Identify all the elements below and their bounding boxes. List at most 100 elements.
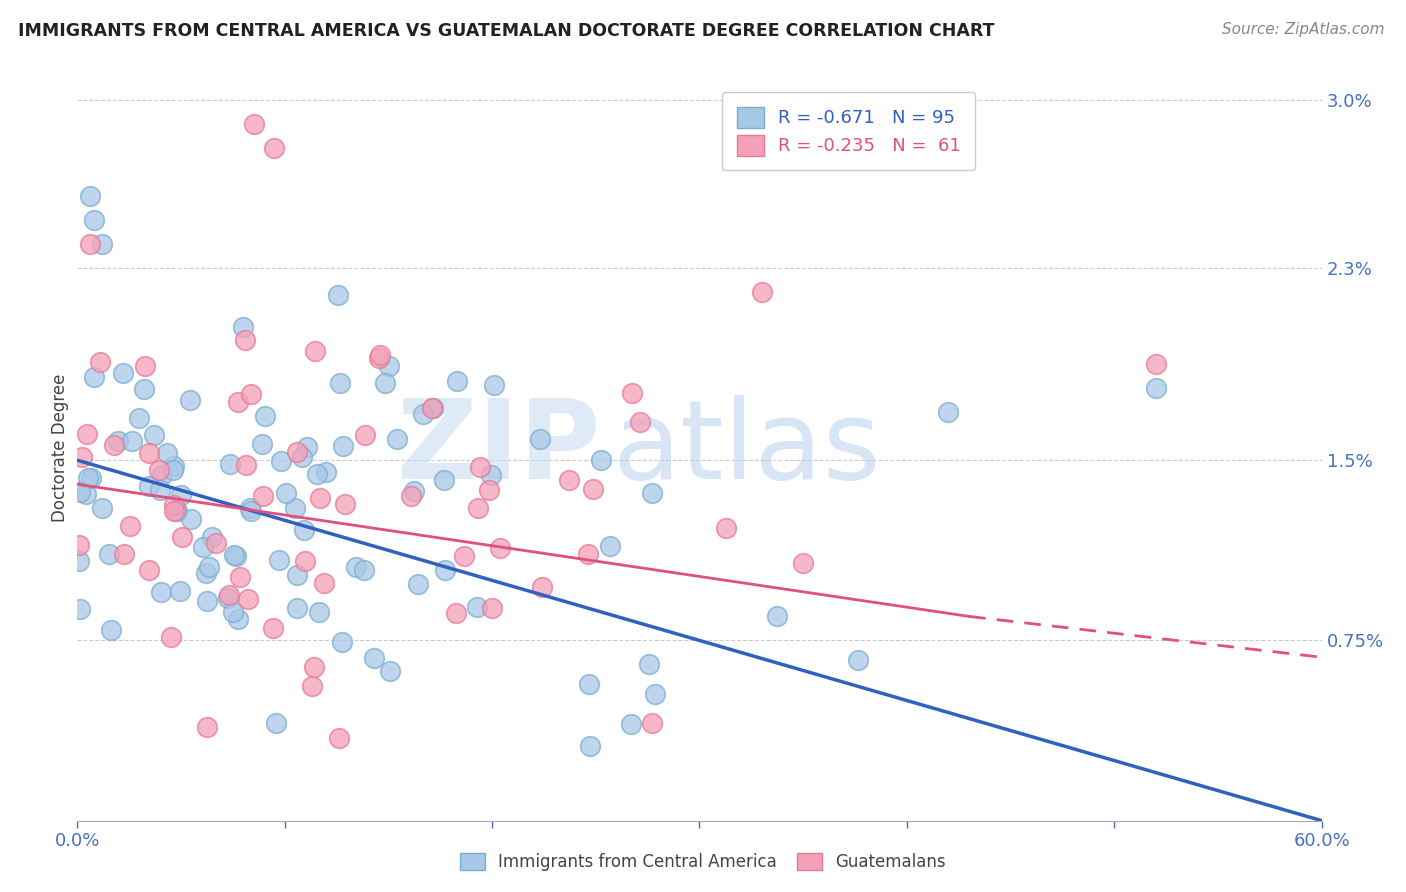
Point: [138, 564, 160, 578]
Point: [233, 333, 256, 347]
Text: IMMIGRANTS FROM CENTRAL AMERICA VS GUATEMALAN DOCTORATE DEGREE CORRELATION CHART: IMMIGRANTS FROM CENTRAL AMERICA VS GUATE…: [18, 22, 995, 40]
Point: [309, 491, 332, 505]
Point: [284, 500, 307, 515]
Point: [79, 237, 101, 252]
Point: [641, 485, 664, 500]
Point: [315, 465, 337, 479]
Point: [195, 566, 218, 581]
Point: [422, 401, 444, 416]
Point: [70, 450, 93, 464]
Point: [291, 450, 314, 465]
Point: [163, 499, 186, 513]
Point: [1144, 357, 1167, 371]
Point: [412, 408, 434, 422]
Point: [83, 370, 105, 384]
Point: [468, 460, 491, 475]
Point: [637, 657, 659, 671]
Point: [363, 651, 385, 665]
Point: [751, 285, 773, 299]
Point: [266, 715, 288, 730]
Point: [481, 601, 503, 615]
Point: [530, 580, 553, 594]
Point: [385, 432, 408, 446]
Point: [75, 487, 97, 501]
Point: [180, 512, 202, 526]
Point: [846, 653, 869, 667]
Point: [332, 439, 354, 453]
Text: ZIP: ZIP: [396, 395, 600, 501]
Point: [242, 117, 264, 131]
Point: [305, 467, 328, 481]
Point: [578, 739, 600, 753]
Point: [128, 410, 150, 425]
Point: [368, 348, 391, 362]
Point: [76, 471, 98, 485]
Point: [399, 489, 422, 503]
Point: [218, 588, 240, 602]
Point: [191, 541, 214, 555]
Point: [294, 554, 316, 568]
Point: [226, 612, 249, 626]
Point: [67, 538, 90, 552]
Point: [226, 395, 249, 409]
Point: [163, 459, 186, 474]
Point: [378, 665, 401, 679]
Point: [581, 482, 603, 496]
Point: [83, 213, 105, 227]
Point: [1144, 381, 1167, 395]
Point: [79, 189, 101, 203]
Point: [292, 524, 315, 538]
Point: [714, 521, 737, 535]
Point: [169, 584, 191, 599]
Point: [576, 547, 599, 561]
Point: [936, 405, 959, 419]
Point: [344, 560, 367, 574]
Point: [578, 677, 600, 691]
Point: [132, 382, 155, 396]
Point: [467, 500, 489, 515]
Point: [453, 549, 475, 563]
Point: [204, 536, 226, 550]
Point: [484, 378, 506, 392]
Point: [198, 560, 221, 574]
Point: [118, 519, 141, 533]
Point: [162, 463, 184, 477]
Point: [335, 497, 357, 511]
Point: [285, 444, 308, 458]
Point: [285, 568, 308, 582]
Point: [465, 600, 488, 615]
Point: [308, 605, 330, 619]
Point: [620, 717, 643, 731]
Point: [100, 623, 122, 637]
Point: [406, 577, 429, 591]
Point: [218, 458, 240, 472]
Point: [239, 504, 262, 518]
Point: [143, 427, 166, 442]
Point: [329, 376, 352, 390]
Point: [765, 608, 787, 623]
Point: [217, 591, 239, 605]
Point: [98, 548, 121, 562]
Point: [195, 720, 218, 734]
Point: [404, 484, 426, 499]
Point: [620, 385, 643, 400]
Point: [160, 630, 183, 644]
Point: [76, 426, 98, 441]
Point: [301, 679, 323, 693]
Point: [195, 594, 218, 608]
Point: [353, 562, 375, 576]
Point: [353, 428, 375, 442]
Point: [111, 366, 134, 380]
Text: atlas: atlas: [613, 395, 882, 501]
Point: [267, 552, 290, 566]
Point: [225, 549, 247, 564]
Point: [270, 453, 292, 467]
Point: [529, 432, 551, 446]
Point: [558, 473, 581, 487]
Point: [254, 409, 277, 423]
Point: [149, 483, 172, 497]
Point: [166, 504, 188, 518]
Point: [103, 438, 125, 452]
Point: [90, 500, 112, 515]
Point: [112, 547, 135, 561]
